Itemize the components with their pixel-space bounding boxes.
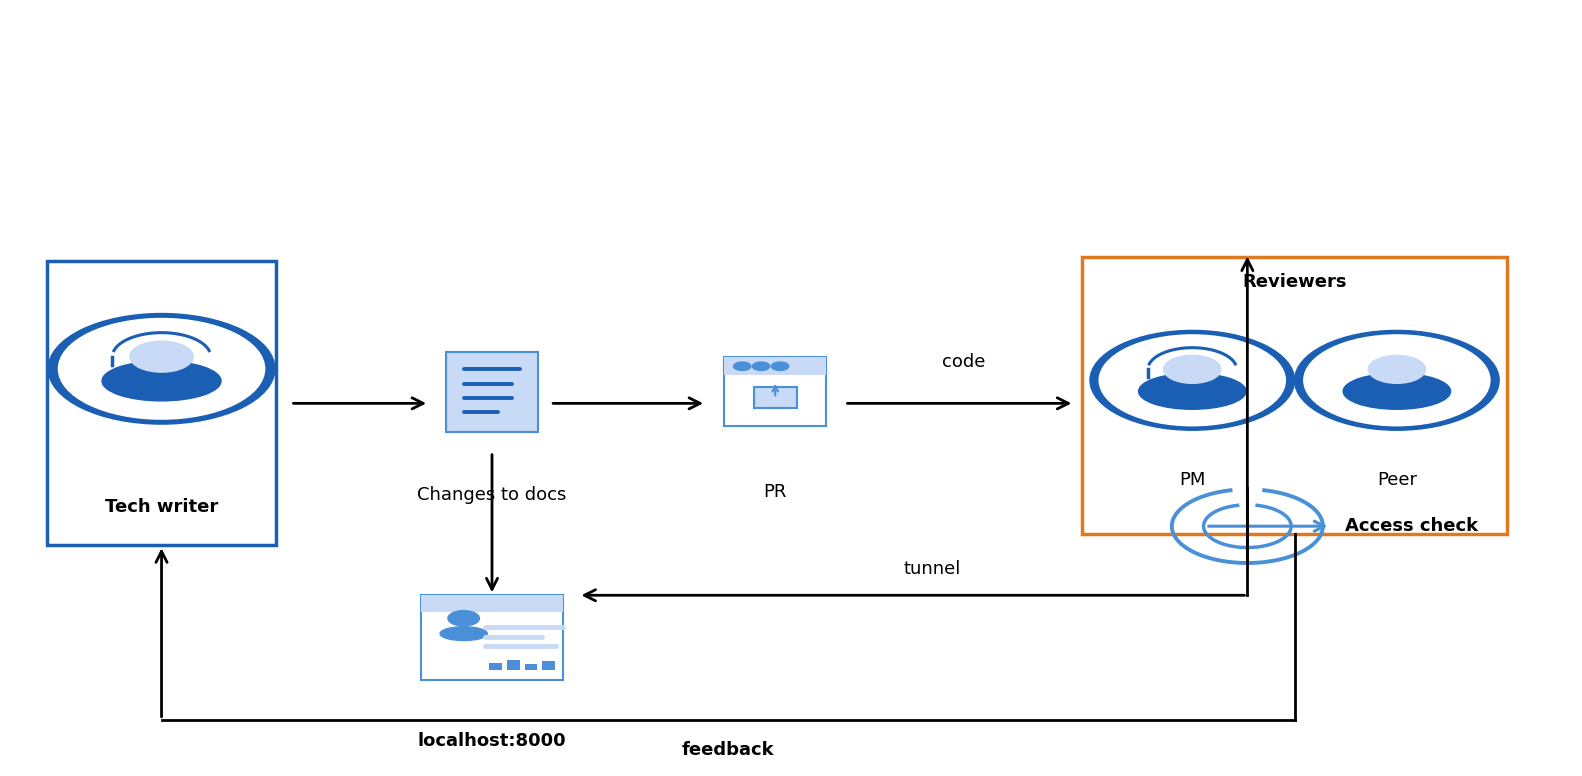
Circle shape bbox=[47, 314, 275, 424]
FancyBboxPatch shape bbox=[47, 262, 275, 546]
Circle shape bbox=[1304, 335, 1490, 426]
Circle shape bbox=[59, 318, 264, 419]
FancyBboxPatch shape bbox=[446, 352, 538, 432]
FancyBboxPatch shape bbox=[489, 663, 501, 670]
FancyBboxPatch shape bbox=[525, 664, 538, 670]
Text: localhost:8000: localhost:8000 bbox=[418, 732, 566, 750]
Text: Access check: Access check bbox=[1345, 517, 1478, 535]
Circle shape bbox=[1164, 355, 1221, 383]
Text: Changes to docs: Changes to docs bbox=[418, 487, 566, 504]
Circle shape bbox=[1368, 355, 1425, 383]
Ellipse shape bbox=[440, 627, 487, 640]
Text: code: code bbox=[941, 353, 986, 371]
Text: feedback: feedback bbox=[682, 741, 774, 759]
FancyBboxPatch shape bbox=[506, 660, 519, 670]
Ellipse shape bbox=[1343, 373, 1451, 409]
Ellipse shape bbox=[103, 361, 221, 401]
Circle shape bbox=[59, 318, 264, 419]
Circle shape bbox=[130, 341, 193, 372]
FancyBboxPatch shape bbox=[725, 357, 826, 376]
Text: Reviewers: Reviewers bbox=[1242, 273, 1346, 291]
FancyBboxPatch shape bbox=[725, 357, 826, 426]
FancyBboxPatch shape bbox=[755, 387, 796, 407]
Text: Tech writer: Tech writer bbox=[104, 498, 218, 516]
Circle shape bbox=[1099, 335, 1285, 426]
Text: PR: PR bbox=[764, 483, 786, 501]
FancyBboxPatch shape bbox=[421, 595, 563, 612]
Circle shape bbox=[734, 362, 751, 370]
Ellipse shape bbox=[1139, 373, 1247, 409]
Circle shape bbox=[772, 362, 789, 370]
Text: PM: PM bbox=[1179, 471, 1205, 489]
Text: Peer: Peer bbox=[1376, 471, 1417, 489]
Circle shape bbox=[1304, 335, 1490, 426]
Circle shape bbox=[448, 611, 479, 626]
Circle shape bbox=[753, 362, 770, 370]
Circle shape bbox=[1099, 335, 1285, 426]
FancyBboxPatch shape bbox=[543, 661, 555, 670]
Circle shape bbox=[1294, 331, 1500, 430]
FancyBboxPatch shape bbox=[1082, 258, 1508, 534]
FancyBboxPatch shape bbox=[421, 595, 563, 680]
Text: tunnel: tunnel bbox=[903, 560, 962, 578]
Circle shape bbox=[1090, 331, 1294, 430]
